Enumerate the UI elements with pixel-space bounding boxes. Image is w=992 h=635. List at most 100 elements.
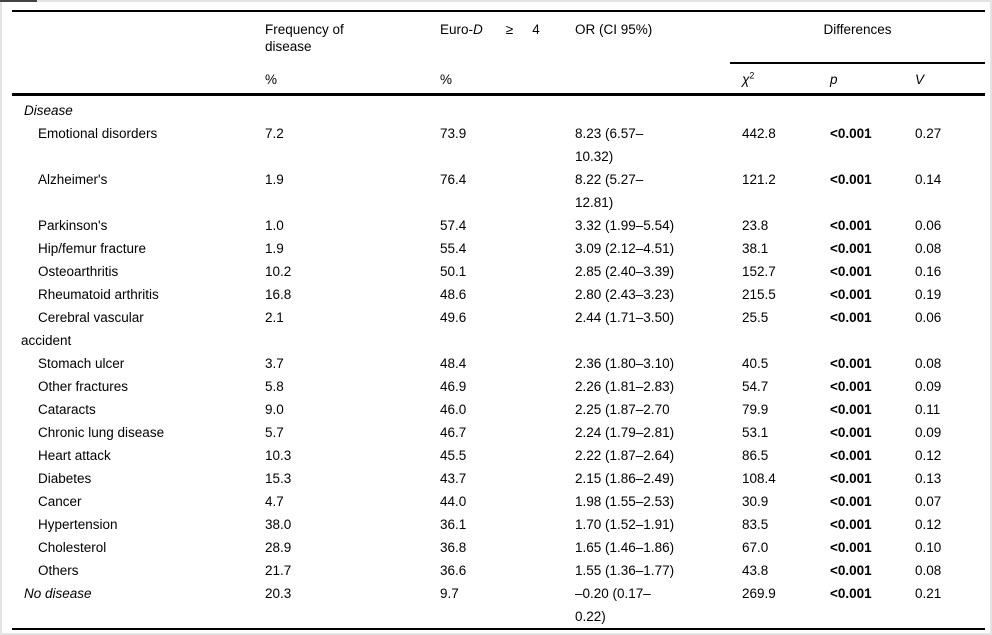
eurod-percent-cell: 50.1 [440, 263, 467, 279]
frequency-cell: 1.0 [265, 217, 284, 233]
table-row: Diabetes 15.3 43.7 2.15 (1.86–2.49) 108.… [12, 467, 985, 490]
p-value-cell: <0.001 [830, 516, 872, 532]
frequency-cell [265, 94, 440, 122]
p-value-cell: <0.001 [830, 125, 872, 141]
frequency-cell: 1.9 [265, 240, 284, 256]
odds-ratio-cell: 8.23 (6.57– 10.32) [575, 125, 644, 164]
table-header: Frequency of disease Euro-D ≥4 OR (CI 95%… [12, 11, 986, 96]
odds-ratio-cell: 1.55 (1.36–1.77) [575, 562, 675, 578]
table-body: Disease Emotional disorders 7.2 73.9 8.2… [12, 94, 985, 629]
eurod-percent-cell: 9.7 [440, 585, 459, 601]
table-row: Other fractures 5.8 46.9 2.26 (1.81–2.83… [12, 375, 985, 398]
row-label: Cancer [38, 493, 82, 509]
frequency-cell: 2.1 [265, 309, 284, 325]
frequency-cell: 16.8 [265, 286, 292, 302]
odds-ratio-cell: 1.70 (1.52–1.91) [575, 516, 675, 532]
eurod-percent-cell: 57.4 [440, 217, 467, 233]
v-value-cell: 0.10 [915, 539, 942, 555]
v-value-cell: 0.21 [915, 585, 942, 601]
row-label: Cerebral vascular accident [21, 309, 144, 348]
row-label: Chronic lung disease [38, 424, 165, 440]
header-chi-squared: χ2 [730, 63, 818, 96]
eurod-prefix: Euro- [440, 22, 474, 37]
v-symbol: V [915, 71, 925, 87]
header-cramers-v: V [903, 63, 986, 96]
row-label: Hip/femur fracture [38, 240, 147, 256]
odds-ratio-cell: 2.15 (1.86–2.49) [575, 470, 675, 486]
eurod-percent-cell: 76.4 [440, 171, 467, 187]
odds-ratio-cell: –0.20 (0.17– 0.22) [575, 585, 651, 624]
p-value-cell: <0.001 [830, 355, 872, 371]
row-label: No disease [24, 585, 92, 601]
row-label: Hypertension [38, 516, 118, 532]
eurod-percent-cell [440, 94, 575, 122]
row-label: Parkinson's [38, 217, 108, 233]
chi-squared-cell: 43.8 [742, 562, 769, 578]
p-value-cell: <0.001 [830, 493, 872, 509]
table-row: No disease 20.3 9.7 –0.20 (0.17– 0.22) 2… [12, 582, 985, 629]
differences-label: Differences [823, 22, 892, 37]
table-row: Osteoarthritis 10.2 50.1 2.85 (2.40–3.39… [12, 260, 985, 283]
v-value-cell: 0.09 [915, 424, 942, 440]
header-empty-cell [12, 11, 265, 63]
table-row: Cerebral vascular accident 2.1 49.6 2.44… [12, 306, 985, 352]
p-value-cell: <0.001 [830, 470, 872, 486]
eurod-d-italic: D [473, 22, 483, 37]
v-value-cell: 0.08 [915, 240, 942, 256]
row-label: Diabetes [38, 470, 92, 486]
eurod-threshold: 4 [532, 22, 540, 37]
p-value-cell: <0.001 [830, 171, 872, 187]
p-value-cell: <0.001 [830, 424, 872, 440]
eurod-percent-cell: 36.6 [440, 562, 467, 578]
odds-ratio-cell: 2.22 (1.87–2.64) [575, 447, 675, 463]
frequency-cell: 28.9 [265, 539, 292, 555]
frequency-cell: 5.7 [265, 424, 284, 440]
header-p-value: p [818, 63, 903, 96]
p-value-cell: <0.001 [830, 562, 872, 578]
row-label: Cholesterol [38, 539, 107, 555]
frequency-cell: 10.3 [265, 447, 292, 463]
row-label: Heart attack [38, 447, 111, 463]
chi-squared-cell: 215.5 [742, 286, 776, 302]
eurod-percent-cell: 36.1 [440, 516, 467, 532]
eurod-percent-cell: 55.4 [440, 240, 467, 256]
eurod-percent-cell: 46.9 [440, 378, 467, 394]
eurod-percent-cell: 48.6 [440, 286, 467, 302]
odds-ratio-cell: 2.26 (1.81–2.83) [575, 378, 675, 394]
p-value-cell: <0.001 [830, 539, 872, 555]
table-row: Hypertension 38.0 36.1 1.70 (1.52–1.91) … [12, 513, 985, 536]
p-value-cell: <0.001 [830, 585, 872, 601]
odds-ratio-cell [575, 94, 730, 122]
odds-ratio-cell: 2.80 (2.43–3.23) [575, 286, 675, 302]
header-empty-cell [12, 63, 265, 96]
row-label: Emotional disorders [38, 125, 158, 141]
p-value-cell: <0.001 [830, 447, 872, 463]
scan-edge-artifact [0, 0, 37, 2]
odds-ratio-cell: 2.25 (1.87–2.70 [575, 401, 670, 417]
p-value-cell: <0.001 [830, 309, 872, 325]
frequency-cell: 38.0 [265, 516, 292, 532]
table-row: Heart attack 10.3 45.5 2.22 (1.87–2.64) … [12, 444, 985, 467]
p-value-cell: <0.001 [830, 217, 872, 233]
row-label: Stomach ulcer [38, 355, 125, 371]
chi-squared-cell: 79.9 [742, 401, 769, 417]
frequency-cell: 15.3 [265, 470, 292, 486]
v-value-cell: 0.06 [915, 217, 942, 233]
v-value-cell: 0.08 [915, 355, 942, 371]
chi-squared-cell: 86.5 [742, 447, 769, 463]
v-value-cell: 0.07 [915, 493, 942, 509]
frequency-cell: 7.2 [265, 125, 284, 141]
v-value-cell: 0.12 [915, 447, 942, 463]
table-row: Rheumatoid arthritis 16.8 48.6 2.80 (2.4… [12, 283, 985, 306]
header-row-top: Frequency of disease Euro-D ≥4 OR (CI 95%… [12, 11, 986, 64]
v-value-cell: 0.16 [915, 263, 942, 279]
chi-squared-cell: 67.0 [742, 539, 769, 555]
p-value-cell [818, 94, 903, 122]
chi-squared-cell: 54.7 [742, 378, 769, 394]
frequency-cell: 4.7 [265, 493, 284, 509]
row-label: Cataracts [38, 401, 96, 417]
v-value-cell: 0.13 [915, 470, 942, 486]
frequency-cell: 20.3 [265, 585, 292, 601]
odds-ratio-cell: 2.24 (1.79–2.81) [575, 424, 675, 440]
chi-squared-cell: 30.9 [742, 493, 769, 509]
